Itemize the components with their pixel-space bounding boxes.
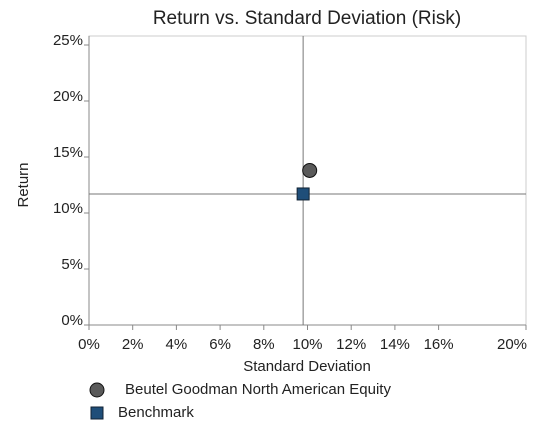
x-tick-label: 12% [336,336,366,353]
legend-label: Beutel Goodman North American Equity [125,381,391,398]
x-tick-label: 16% [424,336,454,353]
x-tick-label: 2% [122,336,144,353]
plot-frame [88,35,527,326]
x-tick-label: 6% [209,336,231,353]
y-tick-label: 25% [53,32,83,49]
y-tick-label: 5% [61,256,83,273]
legend-label: Benchmark [118,404,194,421]
point [302,162,318,178]
x-axis-label: Standard Deviation [243,358,371,375]
x-tick-label: 14% [380,336,410,353]
x-tick-label: 10% [292,336,322,353]
y-tick-label: 20% [53,88,83,105]
chart-title: Return vs. Standard Deviation (Risk) [153,8,461,29]
x-tick-label: 20% [497,336,527,353]
y-axis-label: Return [15,162,32,207]
legend-marker [90,406,104,420]
x-tick-label: 4% [166,336,188,353]
point [296,187,310,201]
y-tick-label: 15% [53,144,83,161]
x-tick-label: 0% [78,336,100,353]
legend-marker [89,382,105,398]
x-tick-label: 8% [253,336,275,353]
y-tick-label: 10% [53,200,83,217]
y-tick-label: 0% [61,312,83,329]
